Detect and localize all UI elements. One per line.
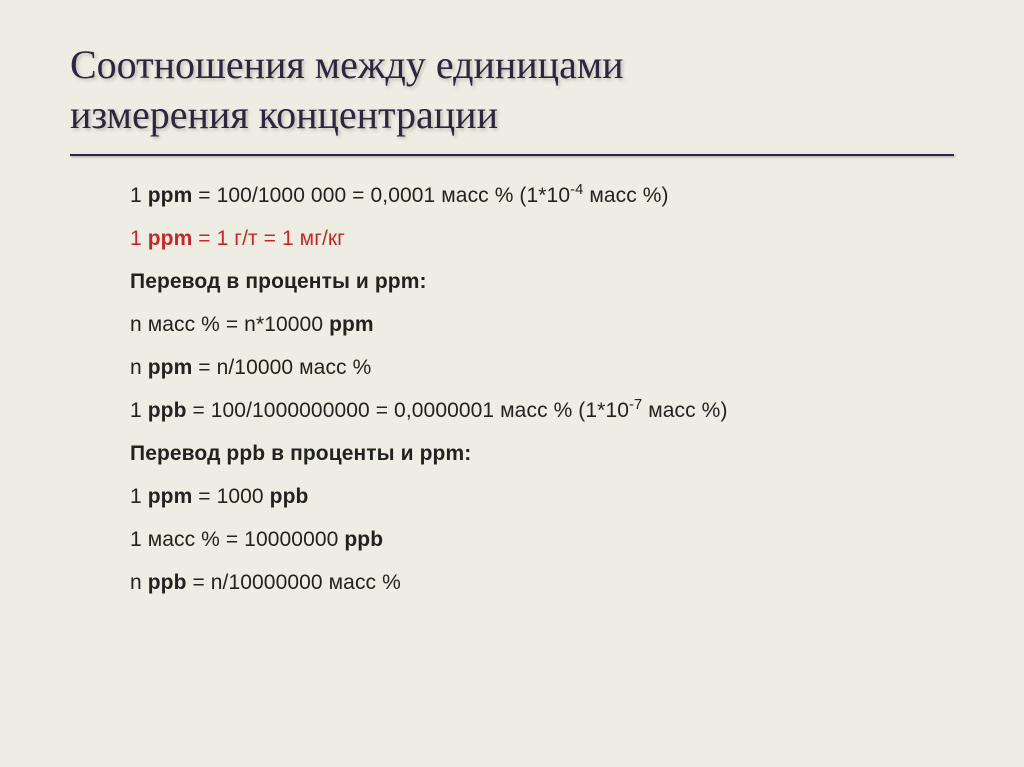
body-line: 1 ppm = 1000 ppb [130,485,924,509]
title-underline [70,154,954,156]
body-line: Перевод в проценты и ppm: [130,270,924,294]
slide: Соотношения между единицами измерения ко… [0,0,1024,767]
body-content: 1 ppm = 100/1000 000 = 0,0001 масс % (1*… [70,184,954,595]
body-line: n ppm = n/10000 масс % [130,356,924,380]
body-line: n масс % = n*10000 ppm [130,313,924,337]
body-line: n ppb = n/10000000 масс % [130,571,924,595]
body-line: Перевод ppb в проценты и ppm: [130,442,924,466]
title-line-1: Соотношения между единицами [70,42,624,87]
body-line: 1 ppm = 1 г/т = 1 мг/кг [130,227,924,251]
title-line-2: измерения концентрации [70,92,498,137]
page-title: Соотношения между единицами измерения ко… [70,40,954,140]
body-line: 1 ppm = 100/1000 000 = 0,0001 масс % (1*… [130,184,924,208]
body-line: 1 ppb = 100/1000000000 = 0,0000001 масс … [130,399,924,423]
body-line: 1 масс % = 10000000 ppb [130,528,924,552]
